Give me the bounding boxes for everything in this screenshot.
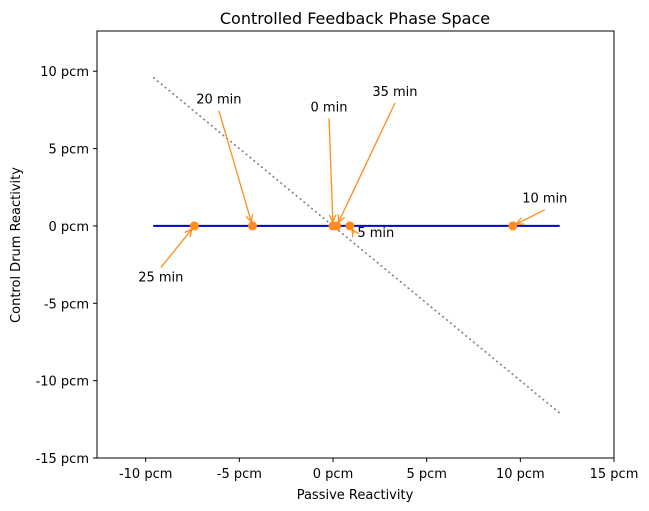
annotation-label: 35 min xyxy=(372,85,417,100)
annotation-label: 25 min xyxy=(138,271,183,286)
annotation-arrow xyxy=(160,228,193,269)
plot-series: 0 min 5 min 10 min 20 min 25 min 35 min xyxy=(138,76,567,414)
x-axis: -10 pcm -5 pcm 0 pcm 5 pcm 10 pcm 15 pcm xyxy=(119,458,638,482)
x-tick-label: 0 pcm xyxy=(313,467,353,482)
y-tick-label: -10 pcm xyxy=(36,375,89,390)
y-axis: -15 pcm -10 pcm -5 pcm 0 pcm 5 pcm 10 pcm xyxy=(36,65,97,467)
x-tick-label: 10 pcm xyxy=(496,467,545,482)
data-point xyxy=(247,221,257,231)
annotation-arrow xyxy=(337,102,396,223)
data-point xyxy=(345,221,355,231)
x-tick-label: 15 pcm xyxy=(590,467,639,482)
data-point xyxy=(508,221,518,231)
chart-title: Controlled Feedback Phase Space xyxy=(220,9,490,28)
annotation-arrow xyxy=(328,118,334,222)
y-tick-label: 0 pcm xyxy=(49,220,89,235)
x-axis-label: Passive Reactivity xyxy=(297,488,414,503)
data-point xyxy=(332,221,342,231)
y-tick-label: 10 pcm xyxy=(40,65,89,80)
x-tick-label: -5 pcm xyxy=(217,467,262,482)
annotation-arrow xyxy=(516,209,546,225)
arrow-head xyxy=(515,217,525,225)
arrow-head xyxy=(351,228,360,238)
y-tick-label: -15 pcm xyxy=(36,452,89,467)
arrow-head xyxy=(184,227,193,237)
data-point xyxy=(189,221,199,231)
y-axis-label: Control Drum Reactivity xyxy=(9,167,24,323)
arrow-head xyxy=(245,214,254,224)
annotation-label: 5 min xyxy=(357,226,394,241)
annotation-label: 20 min xyxy=(196,93,241,108)
annotation-label: 0 min xyxy=(311,100,348,115)
arrow-head xyxy=(337,214,346,224)
annotation-label: 10 min xyxy=(522,192,567,207)
arrow-head xyxy=(328,214,337,224)
y-tick-label: -5 pcm xyxy=(44,297,89,312)
y-tick-label: 5 pcm xyxy=(49,143,89,158)
annotation-arrow xyxy=(218,110,252,223)
x-tick-label: -10 pcm xyxy=(119,467,172,482)
x-tick-label: 5 pcm xyxy=(406,467,446,482)
